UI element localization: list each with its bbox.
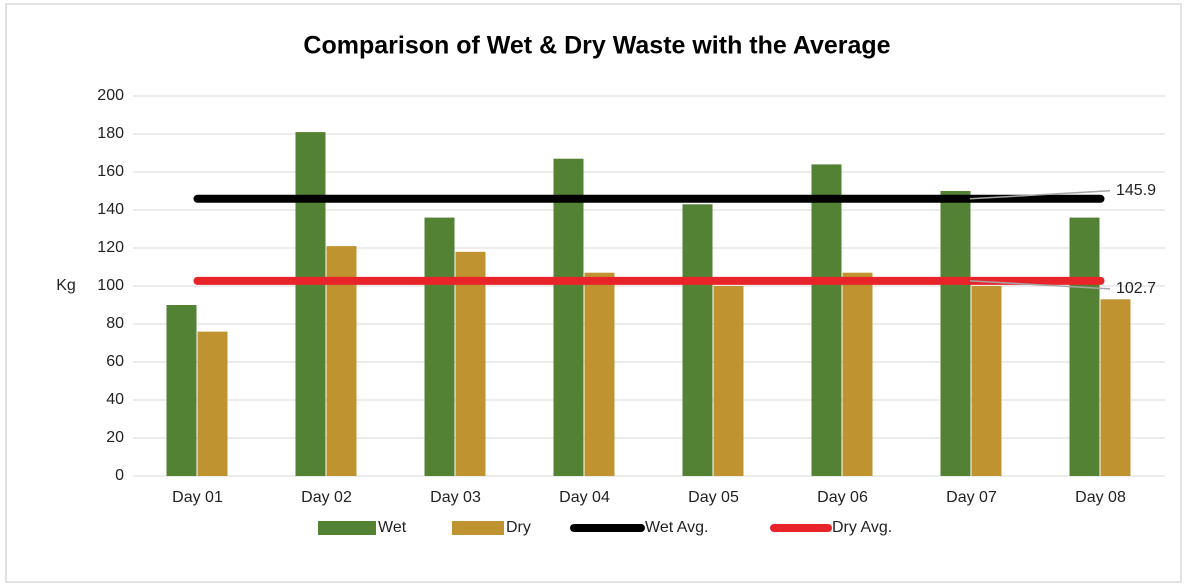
legend-label: Wet xyxy=(378,519,407,536)
bar xyxy=(295,132,326,476)
y-tick-label: 120 xyxy=(97,239,124,256)
x-tick-label: Day 07 xyxy=(946,489,997,506)
x-tick-label: Day 03 xyxy=(430,489,481,506)
bar xyxy=(455,251,486,476)
bar xyxy=(1100,299,1131,476)
y-tick-label: 0 xyxy=(115,467,124,484)
y-tick-label: 20 xyxy=(106,429,124,446)
legend-label: Dry xyxy=(506,519,531,536)
bar xyxy=(553,158,584,476)
chart-title: Comparison of Wet & Dry Waste with the A… xyxy=(303,32,890,60)
bar xyxy=(682,204,713,477)
x-tick-label: Day 06 xyxy=(817,489,868,506)
data-label: 145.9 xyxy=(1116,182,1156,199)
bar xyxy=(842,272,873,476)
bar xyxy=(584,272,615,476)
y-tick-label: 40 xyxy=(106,391,124,408)
bar xyxy=(971,286,1002,476)
bar xyxy=(424,217,455,476)
data-label: 102.7 xyxy=(1116,280,1156,297)
legend-swatch xyxy=(318,521,376,535)
legend-swatch xyxy=(452,521,504,535)
y-tick-label: 160 xyxy=(97,163,124,180)
bar xyxy=(166,305,197,476)
bar xyxy=(1069,217,1100,476)
y-tick-label: 200 xyxy=(97,87,124,104)
x-tick-label: Day 01 xyxy=(172,489,223,506)
legend-label: Dry Avg. xyxy=(832,519,892,536)
y-tick-label: 140 xyxy=(97,201,124,218)
y-axis-label: Kg xyxy=(56,277,76,294)
bar xyxy=(713,286,744,476)
x-tick-label: Day 02 xyxy=(301,489,352,506)
y-tick-label: 60 xyxy=(106,353,124,370)
leader-line xyxy=(969,190,1111,200)
leader-line xyxy=(969,280,1111,290)
x-tick-label: Day 04 xyxy=(559,489,610,506)
bar xyxy=(811,164,842,476)
y-tick-label: 100 xyxy=(97,277,124,294)
legend-label: Wet Avg. xyxy=(645,519,708,536)
bar xyxy=(940,191,971,476)
bar xyxy=(197,331,228,476)
x-tick-label: Day 08 xyxy=(1075,489,1126,506)
y-tick-label: 180 xyxy=(97,125,124,142)
y-tick-label: 80 xyxy=(106,315,124,332)
x-tick-label: Day 05 xyxy=(688,489,739,506)
